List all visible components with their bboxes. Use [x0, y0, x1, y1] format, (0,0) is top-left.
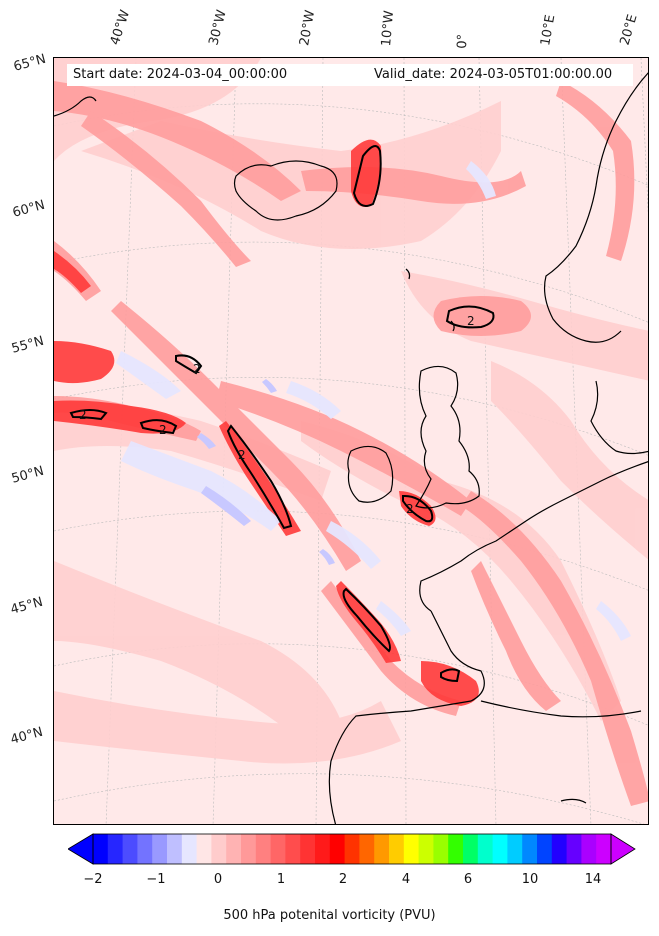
colorbar-cell	[300, 834, 316, 864]
colorbar-cell	[433, 834, 449, 864]
coastlines	[54, 72, 648, 824]
lat-label-55n: 55°N	[10, 333, 46, 357]
start-date-label: Start date: 2024-03-04_00:00:00	[73, 67, 288, 82]
colorbar-cell	[93, 834, 109, 864]
colorbar-cell	[122, 834, 138, 864]
lat-label-50n: 50°N	[10, 463, 46, 487]
colorbar-tick: 0	[213, 872, 223, 887]
lat-label-65n: 65°N	[12, 51, 48, 75]
colorbar-cell	[374, 834, 390, 864]
colorbar-cell	[492, 834, 508, 864]
map-panel: 2 2 2 2 2 2	[53, 57, 649, 825]
contour-label: 2	[193, 362, 201, 376]
colorbar-cell	[566, 834, 582, 864]
colorbar-cell	[522, 834, 538, 864]
colorbar-cell	[537, 834, 553, 864]
colorbar-cells	[68, 833, 636, 865]
colorbar-cell	[344, 834, 360, 864]
colorbar-cell	[418, 834, 434, 864]
colorbar-title: 500 hPa potenital vorticity (PVU)	[223, 908, 436, 923]
colorbar-cell	[507, 834, 523, 864]
colorbar-tick: 14	[584, 872, 602, 887]
lon-label-30w: 30°W	[206, 8, 230, 47]
valid-date-label: Valid_date: 2024-03-05T01:00:00.00	[374, 67, 613, 82]
colorbar-cell	[137, 834, 153, 864]
lon-label-10e: 10°E	[538, 13, 559, 47]
colorbar-cell	[448, 834, 464, 864]
lon-label-20w: 20°W	[297, 9, 319, 48]
contour-label: 2	[406, 502, 414, 516]
lat-label-60n: 60°N	[11, 197, 47, 221]
lon-label-10w: 10°W	[379, 9, 398, 47]
contour-label: 2	[238, 448, 246, 462]
colorbar	[68, 833, 636, 865]
colorbar-tick: 4	[401, 872, 411, 887]
pv-strong-cores	[54, 139, 479, 706]
colorbar-cell	[581, 834, 597, 864]
colorbar-tick: 2	[338, 872, 348, 887]
contour-label: 2	[467, 314, 475, 328]
colorbar-cell	[285, 834, 301, 864]
pv-negative-light	[116, 161, 631, 641]
colorbar-cell	[107, 834, 124, 864]
pv-2-contours	[69, 145, 495, 683]
colorbar-tick: 10	[521, 872, 539, 887]
colorbar-cell	[359, 834, 375, 864]
vorticity-map: 2 2 2 2 2 2	[54, 58, 648, 824]
colorbar-cell	[329, 834, 346, 864]
colorbar-cell	[196, 834, 212, 864]
colorbar-cell	[477, 834, 494, 864]
colorbar-extend-high	[610, 833, 636, 865]
colorbar-extend-low	[68, 833, 94, 865]
contour-label: 2	[159, 423, 167, 437]
colorbar-cell	[389, 834, 405, 864]
header-box	[67, 64, 633, 86]
colorbar-cell	[152, 834, 168, 864]
contour-label: 2	[79, 408, 87, 422]
colorbar-cell	[181, 834, 198, 864]
colorbar-cell	[596, 834, 612, 864]
colorbar-tick: 1	[276, 872, 286, 887]
colorbar-tick: −2	[83, 872, 103, 887]
colorbar-cell	[270, 834, 286, 864]
colorbar-cell	[315, 834, 331, 864]
colorbar-cell	[463, 834, 479, 864]
lon-label-40w: 40°W	[107, 8, 134, 47]
colorbar-cell	[403, 834, 420, 864]
colorbar-tick: 6	[463, 872, 473, 887]
pv-negative-medium	[197, 379, 335, 565]
lat-label-45n: 45°N	[9, 594, 45, 618]
colorbar-cell	[226, 834, 242, 864]
colorbar-cell	[551, 834, 568, 864]
colorbar-cell	[255, 834, 272, 864]
colorbar-tick: −1	[146, 872, 166, 887]
lon-label-0: 0°	[455, 33, 471, 49]
colorbar-cell	[241, 834, 257, 864]
lat-label-40n: 40°N	[9, 724, 45, 748]
lon-label-20e: 20°E	[617, 12, 641, 47]
colorbar-cell	[167, 834, 183, 864]
colorbar-cell	[211, 834, 227, 864]
colorbar-border	[92, 833, 612, 865]
